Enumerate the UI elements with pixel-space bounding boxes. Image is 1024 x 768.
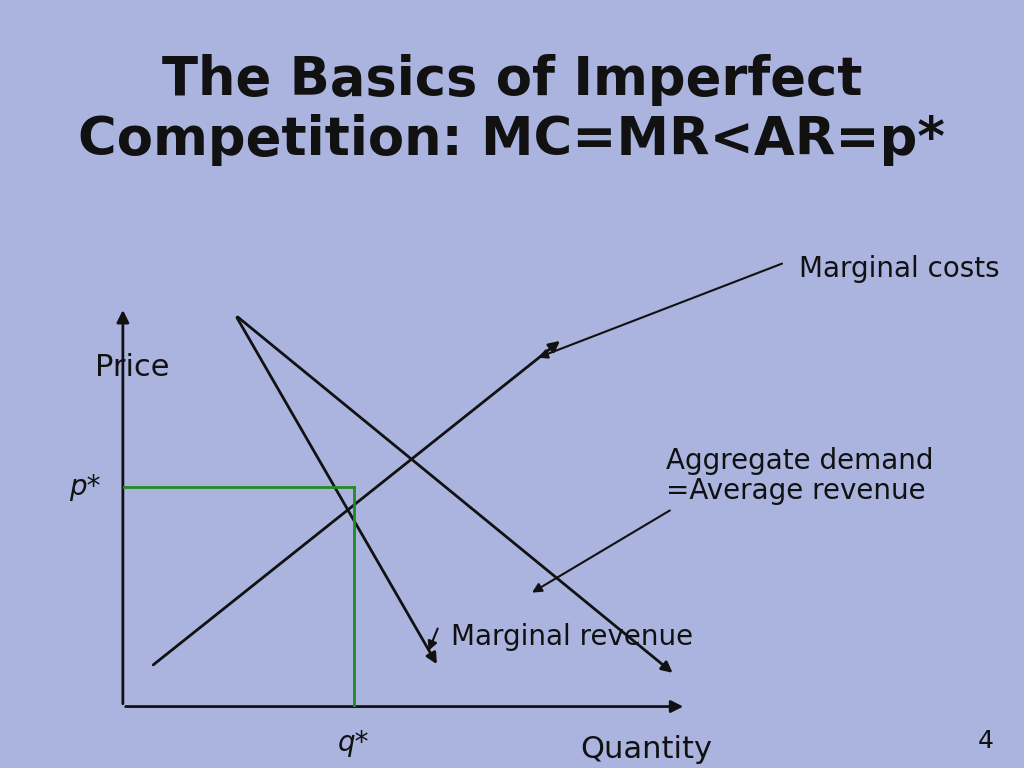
Text: Marginal costs: Marginal costs: [799, 255, 999, 283]
Text: p*: p*: [69, 473, 100, 501]
Text: Marginal revenue: Marginal revenue: [451, 624, 692, 651]
Text: The Basics of Imperfect
Competition: MC=MR<AR=p*: The Basics of Imperfect Competition: MC=…: [79, 54, 945, 166]
Text: Aggregate demand
=Average revenue: Aggregate demand =Average revenue: [666, 447, 933, 505]
Text: q*: q*: [338, 729, 370, 756]
Text: 4: 4: [977, 729, 993, 753]
Text: Quantity: Quantity: [581, 734, 713, 763]
Text: Price: Price: [94, 353, 169, 382]
